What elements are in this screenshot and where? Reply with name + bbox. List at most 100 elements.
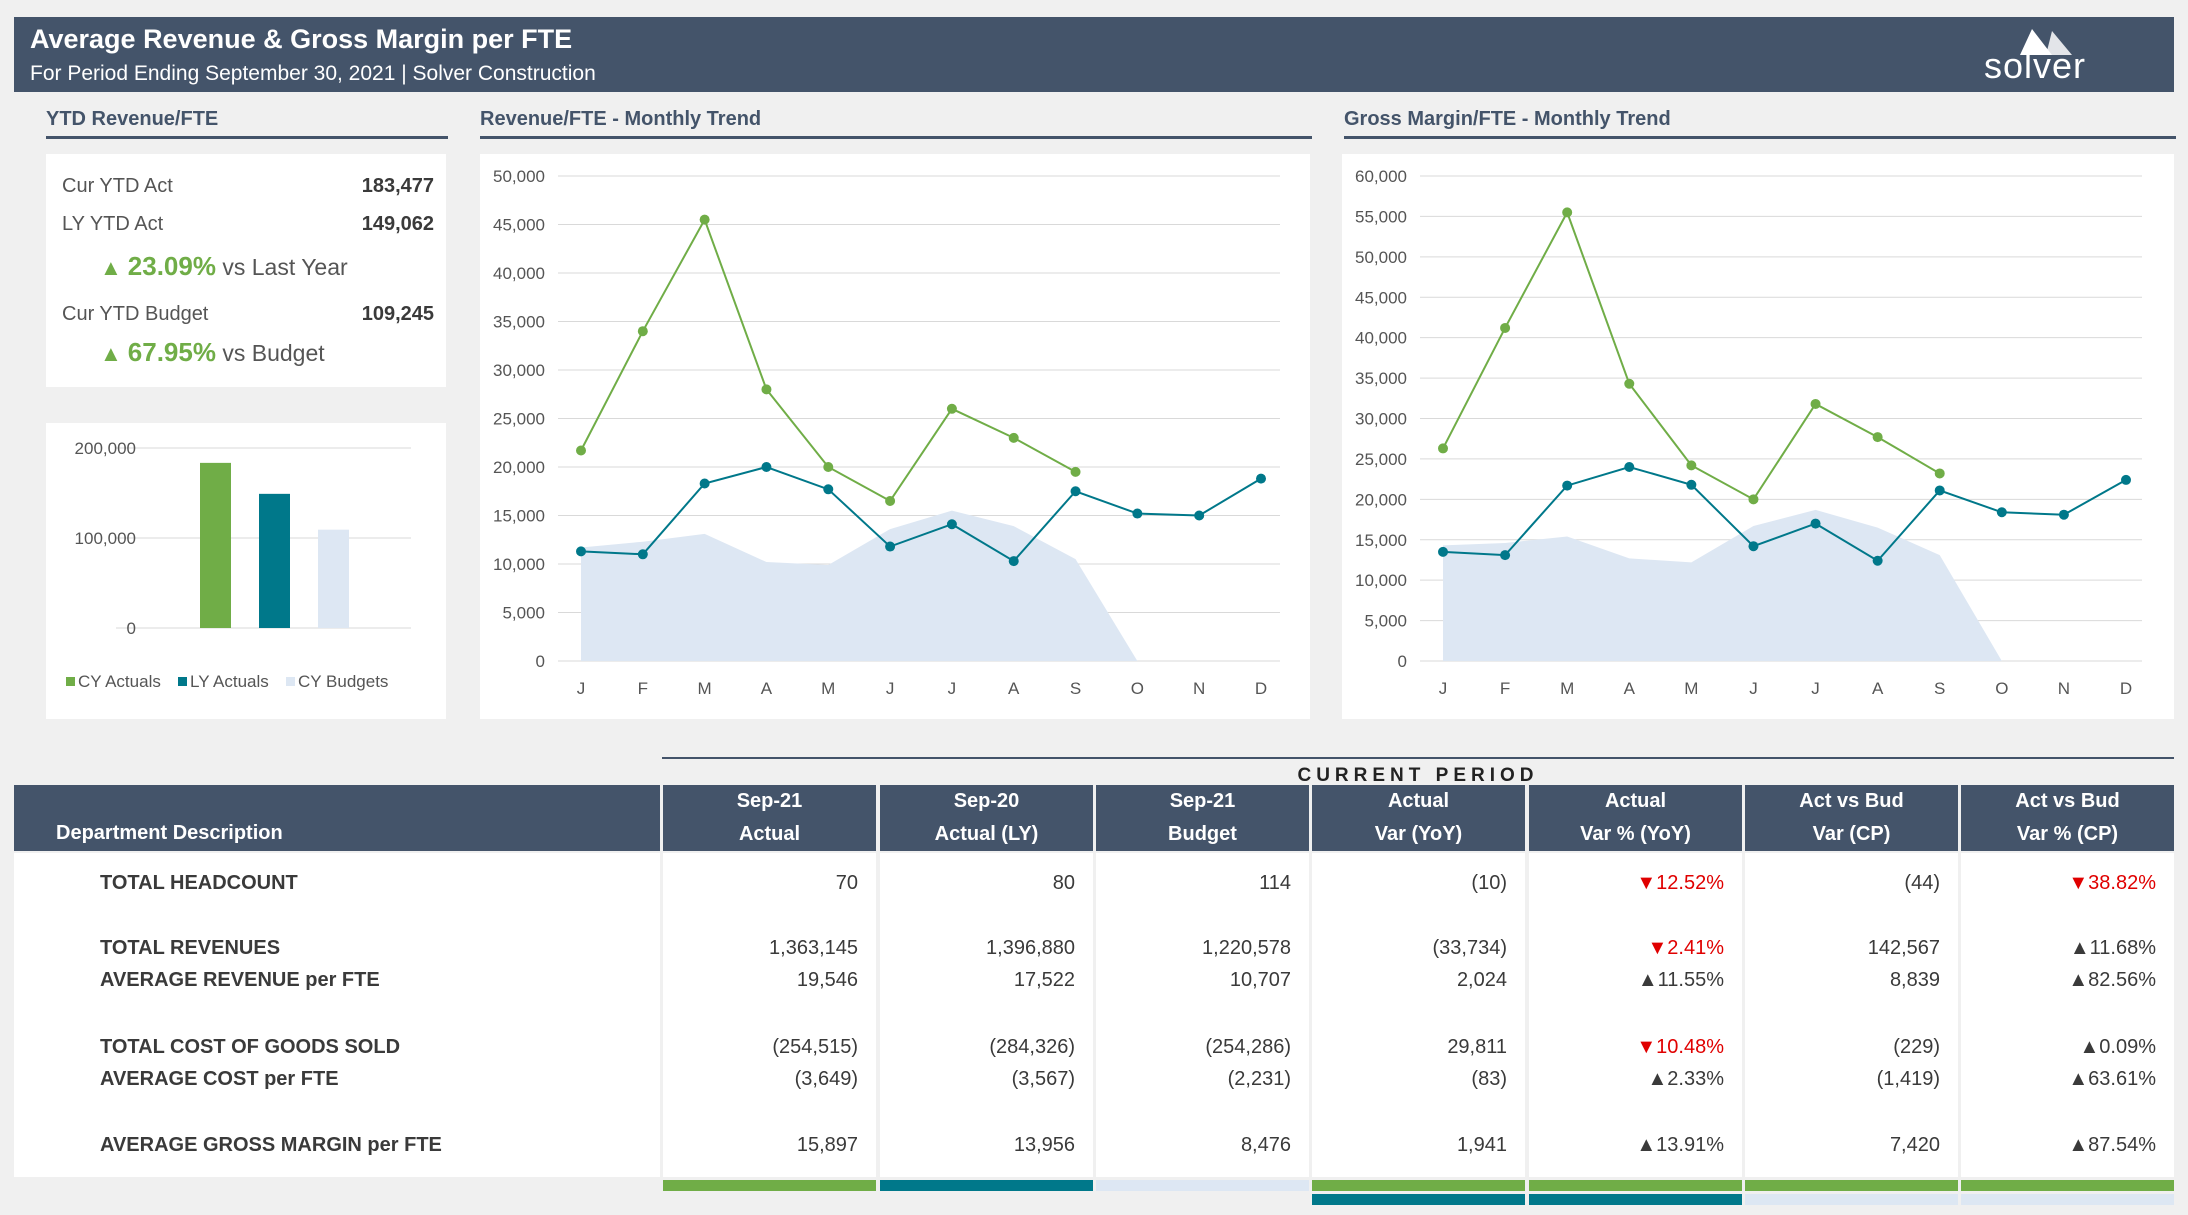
x-tick-label: S [1070,679,1081,698]
column-header-line1: Act vs Bud [1799,790,1904,812]
table-cell: 7,420 [1889,1134,1940,1156]
legend-label: CY Budgets [298,672,388,691]
bar-ly-actuals [259,493,290,628]
triangle-up-icon: ▲ [2068,969,2089,991]
data-point [885,495,896,506]
column-header-line2: Actual (LY) [934,823,1039,845]
report-title: Average Revenue & Gross Margin per FTE [30,24,573,54]
current-period-label: CURRENT PERIOD [662,757,2174,787]
ly-actuals-line [1442,465,2127,563]
table-cell: ▼10.48% [1636,1036,1724,1059]
color-strip [1961,1194,2174,1205]
x-tick-label: J [577,679,586,698]
budget-area [1443,509,2002,661]
data-point [1872,555,1883,566]
data-point [1500,322,1511,333]
table-cell: (284,326) [989,1036,1075,1058]
data-point [946,403,957,414]
row-label: AVERAGE COST per FTE [100,1068,339,1090]
kpi-value: 109,245 [361,303,434,325]
y-tick-label: 5,000 [502,604,545,623]
data-point [1070,486,1081,497]
legend-swatch [178,677,187,686]
data-point [1438,546,1448,557]
color-strip [1961,1180,2174,1191]
x-tick-label: J [948,679,957,698]
table-cell: (254,515) [772,1036,858,1058]
table-cell: 19,546 [796,969,858,991]
triangle-up-icon: ▲ [2079,1036,2100,1058]
y-tick-label: 40,000 [493,264,545,283]
triangle-up-icon: ▲ [2068,1134,2089,1156]
cell-value: 11.68% [2089,937,2156,959]
table-cell: (254,286) [1205,1036,1291,1058]
data-point [1934,485,1945,496]
y-tick-label: 35,000 [493,313,545,332]
table-cell: ▲87.54% [2068,1134,2156,1157]
table-cell: (83) [1471,1068,1507,1090]
data-point [1810,398,1821,409]
y-tick-label: 30,000 [1355,410,1407,429]
gm-trend-section-title: Gross Margin/FTE - Monthly Trend [1344,108,2176,139]
table-column-body [880,853,1093,1177]
ytd-section-title: YTD Revenue/FTE [46,108,448,139]
table-cell: (33,734) [1432,937,1508,959]
kpi-vs-budget: ▲ 67.95% vs Budget [100,337,325,368]
triangle-up-icon: ▲ [2068,1068,2089,1090]
cell-value: 38.82% [2088,872,2156,894]
logo-mark-icon [2020,29,2072,55]
data-point [946,519,957,530]
x-tick-label: O [1131,679,1144,698]
budget-area [581,510,1138,661]
triangle-up-icon: ▲ [2069,937,2090,959]
y-tick-label: 30,000 [493,361,545,380]
data-point [1748,494,1759,505]
triangle-up-icon: ▲ [1637,969,1658,991]
color-strip [1312,1194,1525,1205]
data-point [1624,462,1635,472]
row-label: TOTAL HEADCOUNT [100,872,298,894]
table-cell: ▲2.33% [1647,1068,1724,1091]
cell-value: 10.48% [1656,1036,1724,1058]
table-cell: (3,649) [794,1068,858,1090]
data-point [637,326,648,337]
triangle-down-icon: ▼ [2068,872,2089,894]
data-point [1008,556,1019,567]
column-header: Sep-20 Actual (LY) [880,785,1093,851]
table-cell: ▲11.68% [2070,937,2156,960]
triangle-down-icon: ▼ [1636,1036,1657,1058]
data-point [576,445,586,456]
column-header-line1: Sep-21 [736,790,803,812]
color-strip [1745,1180,1958,1191]
x-tick-label: A [1624,679,1636,698]
x-tick-label: J [1811,679,1820,698]
data-point [761,462,772,472]
y-tick-label: 10,000 [1355,571,1407,590]
color-strip [1096,1180,1309,1191]
table-cell: 8,839 [1889,969,1940,991]
table-cell: 114 [1259,872,1291,894]
report-header: Average Revenue & Gross Margin per FTE F… [14,17,2174,92]
data-point [637,549,648,560]
x-tick-label: M [1560,679,1574,698]
table-cell: 1,363,145 [769,937,858,959]
y-tick-label: 25,000 [1355,450,1407,469]
data-point [1256,473,1266,484]
report-subtitle: For Period Ending September 30, 2021 | S… [30,62,596,85]
table-column-body [1529,853,1742,1177]
x-tick-label: D [1255,679,1267,698]
table-column-body [1312,853,1525,1177]
x-tick-label: A [1872,679,1884,698]
data-point [699,478,710,489]
ly-actuals-line [580,465,1262,563]
data-point [1996,507,2007,518]
cell-value: 82.56% [2088,969,2156,991]
y-tick-label: 40,000 [1355,329,1407,348]
column-header-line2: Budget [1168,823,1237,845]
y-tick-label: 45,000 [493,216,545,235]
table-column-body [1961,853,2174,1177]
table-column-body [663,853,876,1177]
data-point [1438,443,1448,454]
table-cell: 80 [1052,872,1075,894]
data-point [1748,541,1759,552]
